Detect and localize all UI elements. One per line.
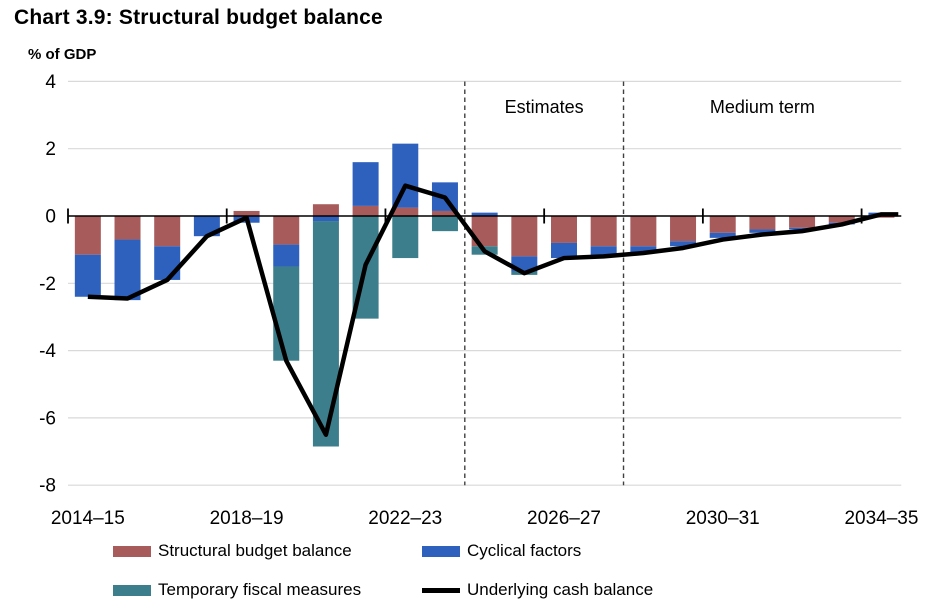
region-label: Estimates: [505, 97, 584, 117]
bar-segment: [392, 207, 419, 216]
bar-segment: [352, 205, 379, 216]
y-tick-label: -2: [39, 274, 56, 295]
legend-item-cyclical: Cyclical factors: [422, 541, 581, 561]
bar-segment: [392, 143, 419, 208]
bar-segment: [551, 242, 577, 259]
legend-label-cyclical: Cyclical factors: [467, 541, 582, 560]
temporary-fiscal-measures-swatch: [113, 584, 151, 596]
underlying-cash-balance-line-swatch: [422, 587, 460, 593]
bar-segment: [74, 216, 101, 255]
legend-label-temporary: Temporary fiscal measures: [158, 580, 362, 599]
bar-segment: [511, 216, 538, 257]
x-tick-label: 2030–31: [686, 508, 760, 529]
legend-label-ucb: Underlying cash balance: [467, 580, 654, 599]
legend-label-structural: Structural budget balance: [158, 541, 352, 560]
y-axis-unit-label: % of GDP: [28, 46, 97, 63]
bar-segment: [273, 266, 300, 361]
bar-segment: [630, 246, 657, 254]
bar-segment: [273, 244, 300, 267]
bar-segment: [431, 210, 458, 216]
x-tick-label: 2018–19: [210, 508, 284, 529]
x-tick-label: 2034–35: [844, 508, 918, 529]
bar-segment: [789, 216, 816, 228]
y-tick-label: -4: [39, 341, 56, 362]
bar-segment: [471, 212, 498, 216]
bar-segment: [590, 216, 617, 247]
bar-segment: [233, 210, 260, 216]
bar-segment: [431, 216, 458, 232]
chart-title: Chart 3.9: Structural budget balance: [14, 6, 383, 29]
bar-segment: [709, 232, 736, 238]
y-tick-label: -8: [39, 476, 56, 497]
underlying-cash-balance-line: [87, 183, 899, 437]
cyclical-factors-swatch: [422, 545, 460, 557]
x-tick-label: 2014–15: [51, 508, 125, 529]
y-tick-label: -6: [39, 408, 56, 429]
bar-segment: [312, 221, 339, 447]
bar-segment: [74, 254, 101, 297]
legend-item-structural: Structural budget balance: [113, 541, 352, 561]
bar-segment: [114, 239, 141, 301]
bar-segment: [551, 216, 577, 243]
bar-segment: [670, 241, 697, 247]
y-tick-label: 2: [45, 139, 56, 160]
x-tick-label: 2022–23: [368, 508, 442, 529]
region-label: Medium term: [710, 97, 815, 117]
structural-budget-balance-swatch: [113, 545, 151, 557]
bar-segment: [670, 216, 697, 242]
bar-segment: [312, 216, 339, 222]
y-tick-label: 0: [45, 207, 56, 228]
bar-segment: [392, 216, 419, 259]
y-tick-label: 4: [45, 72, 56, 93]
bar-segment: [273, 216, 300, 245]
bar-segment: [709, 216, 736, 233]
x-tick-label: 2026–27: [527, 508, 601, 529]
bar-segment: [590, 246, 617, 257]
bar-segment: [749, 216, 776, 230]
bar-segment: [312, 204, 339, 216]
legend-item-ucb: Underlying cash balance: [422, 580, 653, 600]
bar-segment: [630, 216, 657, 247]
bar-segment: [154, 216, 181, 247]
bar-segment: [154, 246, 181, 280]
bar-segment: [789, 227, 816, 230]
legend-item-temporary: Temporary fiscal measures: [113, 580, 361, 600]
bar-segment: [749, 229, 776, 233]
bar-segment: [828, 216, 855, 223]
bar-segment: [114, 216, 141, 240]
bar-segment: [352, 162, 379, 206]
bar-segment: [868, 216, 895, 218]
